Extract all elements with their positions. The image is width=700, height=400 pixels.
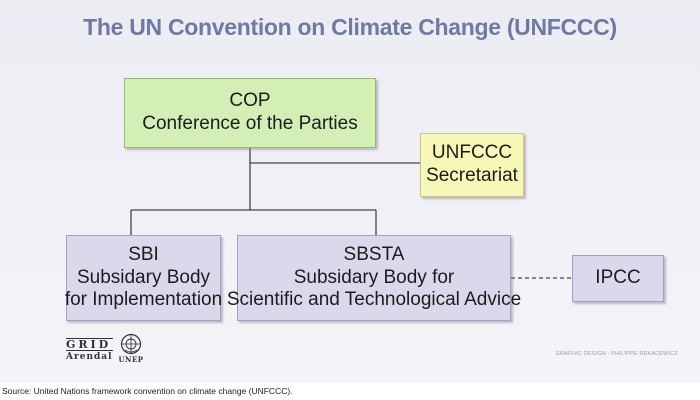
ipcc-node: IPCC bbox=[572, 255, 664, 302]
sbi-node: SBI Subsidary Body for Implementation bbox=[64, 235, 223, 321]
secretariat-line2: Secretariat bbox=[426, 165, 518, 186]
unep-logo: UNEP bbox=[118, 333, 144, 364]
cop-abbrev: COP bbox=[229, 90, 271, 112]
sbi-abbrev: SBI bbox=[128, 243, 159, 265]
sbsta-line2: Subsidary Body for bbox=[293, 266, 455, 288]
cop-fullname: Conference of the Parties bbox=[142, 113, 358, 134]
unep-emblem-icon bbox=[120, 333, 142, 355]
grid-arendal-logo: GRID Arendal bbox=[66, 338, 113, 362]
ipcc-label: IPCC bbox=[595, 267, 641, 289]
diagram-canvas: The UN Convention on Climate Change (UNF… bbox=[0, 0, 700, 383]
grid-logo-top: GRID bbox=[66, 338, 113, 351]
sbsta-abbrev: SBSTA bbox=[343, 243, 405, 265]
design-credit: GRAPHIC DESIGN : PHILIPPE REKACEWICZ bbox=[555, 351, 678, 357]
grid-logo-bottom: Arendal bbox=[66, 352, 113, 362]
sbsta-line3: Scientific and Technological Advice bbox=[226, 289, 522, 311]
source-note: Source: United Nations framework convent… bbox=[2, 386, 293, 396]
unep-logo-text: UNEP bbox=[118, 355, 144, 364]
secretariat-node: UNFCCC Secretariat bbox=[420, 133, 524, 197]
connector-lines bbox=[130, 148, 572, 279]
sbi-line2: Subsidary Body bbox=[76, 266, 211, 288]
sbi-line3: for Implementation bbox=[64, 289, 223, 311]
cop-node: COP Conference of the Parties bbox=[124, 78, 376, 148]
diagram-title: The UN Convention on Climate Change (UNF… bbox=[83, 14, 617, 40]
secretariat-line1: UNFCCC bbox=[431, 142, 513, 164]
sbsta-node: SBSTA Subsidary Body for Scientific and … bbox=[227, 235, 521, 321]
